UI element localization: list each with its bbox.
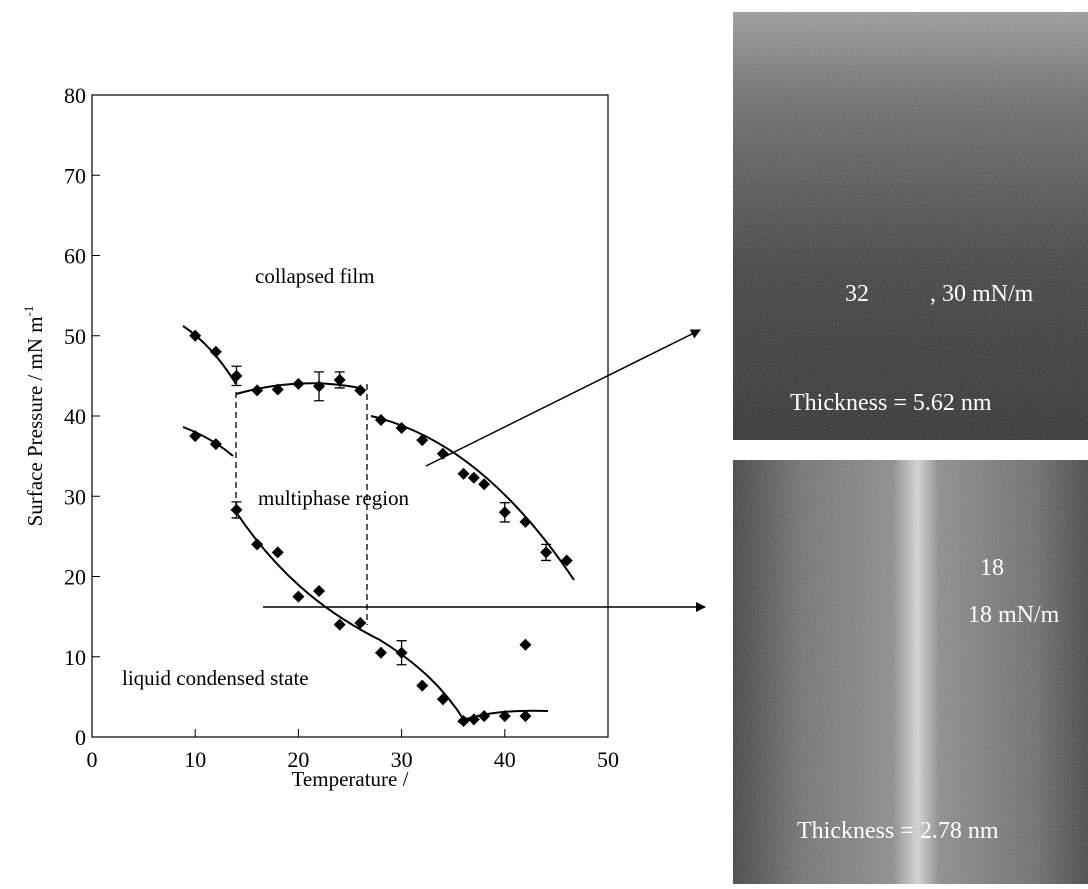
data-point (313, 585, 325, 597)
data-point (189, 430, 201, 442)
image-label: 32 (845, 281, 869, 307)
plot-frame (92, 95, 608, 737)
x-tick-label: 20 (287, 747, 309, 772)
y-axis-title-sup: -1 (21, 306, 36, 317)
data-point (292, 378, 304, 390)
image-label: Thickness = 5.62 nm (790, 390, 992, 416)
data-point (478, 710, 490, 722)
data-point (499, 506, 511, 518)
image-label: 18 (980, 555, 1004, 581)
data-point (313, 380, 325, 392)
image-label: 18 mN/m (968, 602, 1060, 628)
y-tick-label: 30 (64, 484, 86, 509)
data-point (375, 414, 387, 426)
x-tick-label: 40 (494, 747, 516, 772)
annotation: multiphase region (258, 486, 410, 510)
fit-curves (183, 326, 574, 722)
annotation: liquid condensed state (122, 666, 309, 690)
annotation: collapsed film (255, 264, 375, 288)
image-label: , 30 mN/m (930, 281, 1034, 307)
arrows (263, 330, 705, 607)
data-point (230, 504, 242, 516)
y-axis-title-text: Surface Pressure / mN m (23, 316, 47, 526)
data-point (354, 384, 366, 396)
data-point (458, 715, 470, 727)
y-tick-label: 70 (64, 163, 86, 188)
data-point (458, 468, 470, 480)
y-tick-label: 10 (64, 645, 86, 670)
y-axis-title-group: Surface Pressure / mN m-1 (21, 306, 47, 527)
data-point (292, 591, 304, 603)
y-tick-label: 50 (64, 324, 86, 349)
data-point (251, 384, 263, 396)
data-point (375, 647, 387, 659)
data-point (519, 639, 531, 651)
x-tick-label: 30 (391, 747, 413, 772)
y-tick-label: 0 (75, 725, 86, 750)
y-tick-label: 60 (64, 244, 86, 269)
data-point (230, 370, 242, 382)
page: 32 , 30 mN/m Thickness = 5.62 nm 18 18 m… (0, 0, 1088, 884)
data-point (416, 680, 428, 692)
y-tick-label: 40 (64, 404, 86, 429)
data-point (210, 346, 222, 358)
data-point (468, 472, 480, 484)
data-point (437, 693, 449, 705)
micrograph-bottom: 18 18 mN/m Thickness = 2.78 nm (733, 460, 1088, 884)
y-axis-title: Surface Pressure / mN m-1 (21, 306, 47, 527)
x-tick-label: 50 (597, 747, 619, 772)
x-tick-label: 0 (87, 747, 98, 772)
figure: 32 , 30 mN/m Thickness = 5.62 nm 18 18 m… (0, 0, 1088, 884)
y-tick-label: 80 (64, 83, 86, 108)
data-point (272, 546, 284, 558)
x-tick-label: 10 (184, 747, 206, 772)
micrograph-top: 32 , 30 mN/m Thickness = 5.62 nm (733, 12, 1088, 440)
image-label: Thickness = 2.78 nm (797, 818, 999, 844)
y-tick-label: 20 (64, 565, 86, 590)
data-point (519, 710, 531, 722)
data-point (519, 516, 531, 528)
data-point (251, 538, 263, 550)
